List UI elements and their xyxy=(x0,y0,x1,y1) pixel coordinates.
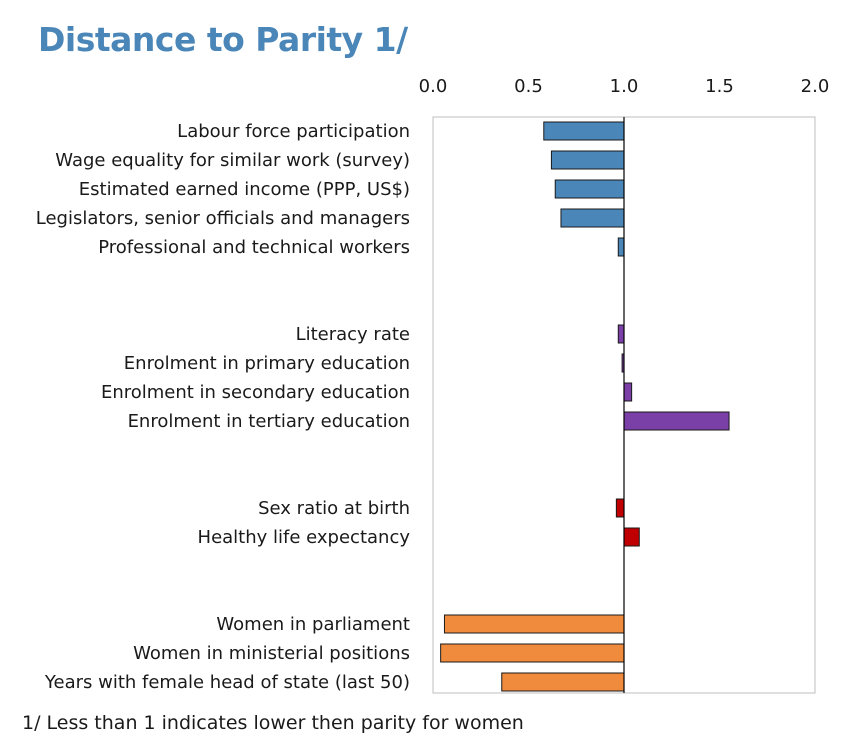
category-label: Years with female head of state (last 50… xyxy=(44,672,410,693)
bars xyxy=(440,121,730,692)
bar xyxy=(615,498,625,518)
category-labels: Labour force participation Wage equality … xyxy=(36,121,411,693)
category-label: Estimated earned income (PPP, US$) xyxy=(79,179,410,200)
bar xyxy=(554,179,625,199)
category-label: Sex ratio at birth xyxy=(258,498,410,519)
x-tick-label: 0.0 xyxy=(419,76,448,97)
category-label: Literacy rate xyxy=(296,324,410,345)
bar xyxy=(617,324,625,344)
bar xyxy=(560,208,625,228)
chart-title: Distance to Parity 1/ xyxy=(38,20,408,59)
category-label: Professional and technical workers xyxy=(98,237,410,258)
category-label: Enrolment in tertiary education xyxy=(128,411,410,432)
bar xyxy=(623,527,640,547)
bar xyxy=(501,672,625,692)
category-label: Wage equality for similar work (survey) xyxy=(55,150,410,171)
bar xyxy=(623,382,633,402)
category-label: Women in parliament xyxy=(216,614,410,635)
x-tick-label: 0.5 xyxy=(514,76,543,97)
bar xyxy=(443,614,625,634)
bar xyxy=(623,411,730,431)
bar xyxy=(550,150,625,170)
bar xyxy=(543,121,625,141)
x-tick-label: 1.0 xyxy=(610,76,639,97)
category-label: Labour force participation xyxy=(177,121,410,142)
category-label: Healthy life expectancy xyxy=(198,527,411,548)
category-label: Women in ministerial positions xyxy=(133,643,410,664)
category-label: Enrolment in secondary education xyxy=(101,382,410,403)
category-label: Enrolment in primary education xyxy=(124,353,410,374)
footnote: 1/ Less than 1 indicates lower then pari… xyxy=(22,712,524,734)
bar xyxy=(617,237,625,257)
x-tick-label: 1.5 xyxy=(705,76,734,97)
category-label: Legislators, senior officials and manage… xyxy=(36,208,410,229)
x-tick-labels: 0.0 0.5 1.0 1.5 2.0 xyxy=(419,76,830,97)
bar xyxy=(440,643,625,663)
x-tick-label: 2.0 xyxy=(801,76,830,97)
